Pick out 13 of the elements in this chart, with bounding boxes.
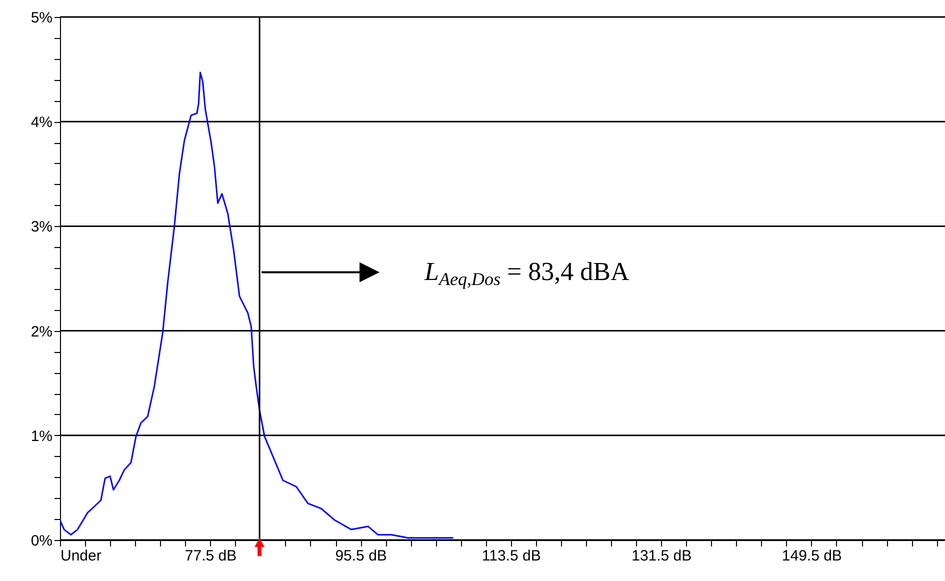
y-tick-label: 0% <box>30 532 52 550</box>
y-tick-label: 5% <box>30 10 52 26</box>
x-tick-label: 77.5 dB <box>184 548 237 564</box>
y-tick-label: 3% <box>30 218 52 236</box>
x-tick-label: 113.5 dB <box>482 548 541 564</box>
x-tick-label: 95.5 dB <box>335 548 387 564</box>
annotation: L$_{Aeq,Dos}$ = 83,4 dBA <box>424 257 630 289</box>
y-tick-label: 1% <box>30 428 52 445</box>
x-tick-label: 131.5 dB <box>632 548 692 564</box>
y-tick-label: 4% <box>30 114 52 132</box>
y-tick-label: 2% <box>30 323 52 340</box>
x-tick-label: 149.5 dB <box>782 548 842 564</box>
x-tick-label: Under <box>60 548 102 564</box>
